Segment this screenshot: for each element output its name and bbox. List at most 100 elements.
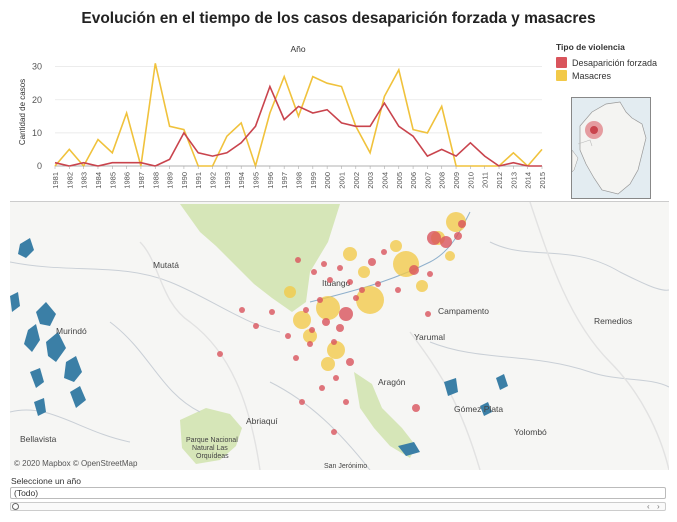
event-circle-desaparicion: [427, 271, 433, 277]
park-region: [180, 408, 242, 464]
event-circle-desaparicion: [331, 429, 337, 435]
event-circle-desaparicion: [427, 231, 441, 245]
slider-next-icon[interactable]: ›: [657, 502, 660, 511]
x-tick-label: 1990: [180, 172, 189, 189]
slider-knob[interactable]: [12, 503, 19, 510]
event-circle-desaparicion: [368, 258, 376, 266]
event-circle-desaparicion: [217, 351, 223, 357]
event-circle-desaparicion: [319, 385, 325, 391]
event-circle-masacre: [356, 286, 384, 314]
event-circle-desaparicion: [412, 404, 420, 412]
event-circle-masacre: [416, 280, 428, 292]
x-tick-label: 2003: [366, 172, 375, 189]
event-circle-desaparicion: [339, 307, 353, 321]
x-tick-label: 1995: [252, 172, 261, 189]
town-labels: Mutatá Murindó Campamento Yarumal Remedi…: [20, 260, 632, 470]
legend-swatch: [556, 57, 567, 68]
y-tick-label: 20: [32, 95, 42, 105]
legend-item-masacres[interactable]: Masacres: [556, 69, 674, 82]
slider-prev-icon[interactable]: ‹: [647, 502, 650, 511]
event-circle-desaparicion: [375, 281, 381, 287]
water-bodies: [10, 238, 508, 456]
event-circle-desaparicion: [322, 318, 330, 326]
x-tick-label: 1991: [194, 172, 203, 189]
town-label: Abriaquí: [246, 416, 278, 426]
legend-swatch: [556, 70, 567, 81]
x-tick-label: 1997: [280, 172, 289, 189]
legend-label: Desaparición forzada: [572, 57, 658, 68]
event-circle-desaparicion: [333, 375, 339, 381]
series-line-masacres: [54, 63, 543, 169]
event-circle-masacre: [284, 286, 296, 298]
map-view[interactable]: Mutatá Murindó Campamento Yarumal Remedi…: [10, 201, 669, 470]
x-tick-label: 1992: [209, 172, 218, 189]
x-axis-title: Año: [290, 44, 305, 54]
legend: Tipo de violencia Desaparición forzada M…: [556, 42, 674, 82]
x-tick-label: 1989: [166, 172, 175, 189]
event-circle-desaparicion: [343, 399, 349, 405]
inset-locator-map[interactable]: [571, 97, 651, 199]
y-tick-label: 0: [37, 161, 42, 171]
event-circle-desaparicion: [458, 220, 466, 228]
year-slider[interactable]: ‹ ›: [10, 502, 666, 511]
event-markers: [217, 212, 466, 435]
event-circle-masacre: [358, 266, 370, 278]
town-label: Natural Las: [192, 445, 228, 452]
x-tick-label: 2010: [466, 172, 475, 189]
town-label: Mutatá: [153, 260, 179, 270]
town-label: Ituango: [322, 278, 351, 288]
legend-title: Tipo de violencia: [556, 42, 625, 52]
x-tick-label: 1982: [65, 172, 74, 189]
x-tick-label: 1983: [80, 172, 89, 189]
year-filter-dropdown[interactable]: (Todo): [10, 487, 666, 499]
event-circle-masacre: [321, 357, 335, 371]
town-label: Remedios: [594, 316, 632, 326]
event-circle-desaparicion: [409, 265, 419, 275]
y-tick-label: 30: [32, 62, 42, 72]
x-tick-label: 2004: [380, 172, 389, 189]
event-circle-desaparicion: [331, 339, 337, 345]
event-circle-desaparicion: [347, 279, 353, 285]
legend-item-desaparicion[interactable]: Desaparición forzada: [556, 56, 674, 69]
x-tick-label: 1986: [123, 172, 132, 189]
event-circle-desaparicion: [269, 309, 275, 315]
event-circle-desaparicion: [295, 257, 301, 263]
x-tick-label: 2013: [509, 172, 518, 189]
x-tick-label: 1996: [266, 172, 275, 189]
x-tick-label: 2012: [495, 172, 504, 189]
x-tick-label: 2014: [524, 172, 533, 189]
event-circle-desaparicion: [337, 265, 343, 271]
x-tick-label: 1985: [108, 172, 117, 189]
x-tick-label: 1988: [151, 172, 160, 189]
x-tick-label: 1999: [309, 172, 318, 189]
town-label: Bellavista: [20, 434, 57, 444]
map-attribution[interactable]: © 2020 Mapbox © OpenStreetMap: [14, 459, 138, 468]
event-circle-desaparicion: [346, 358, 354, 366]
y-tick-label: 10: [32, 128, 42, 138]
event-circle-desaparicion: [303, 307, 309, 313]
event-circle-desaparicion: [321, 261, 327, 267]
event-circle-desaparicion: [239, 307, 245, 313]
event-circle-desaparicion: [327, 277, 333, 283]
town-label: Campamento: [438, 306, 489, 316]
event-circle-desaparicion: [317, 297, 323, 303]
event-circle-desaparicion: [293, 355, 299, 361]
event-circle-desaparicion: [336, 324, 344, 332]
town-label: Parque Nacional: [186, 437, 238, 444]
x-tick-label: 2007: [423, 172, 432, 189]
x-tick-label: 2015: [538, 172, 547, 189]
event-circle-desaparicion: [311, 269, 317, 275]
inset-map-graphic: [572, 98, 650, 198]
town-label: Gómez Plata: [454, 404, 503, 414]
event-circle-desaparicion: [395, 287, 401, 293]
event-circle-masacre: [293, 311, 311, 329]
town-label: Yolombó: [514, 427, 547, 437]
town-label: Yarumal: [414, 332, 445, 342]
town-label: Orquídeas: [196, 453, 229, 460]
chart-title: Evolución en el tiempo de los casos desa…: [81, 10, 596, 27]
event-circle-masacre: [327, 341, 345, 359]
x-tick-label: 1981: [51, 172, 60, 189]
park-region: [180, 204, 340, 312]
town-label: Murindó: [56, 326, 87, 336]
event-circle-masacre: [390, 240, 402, 252]
